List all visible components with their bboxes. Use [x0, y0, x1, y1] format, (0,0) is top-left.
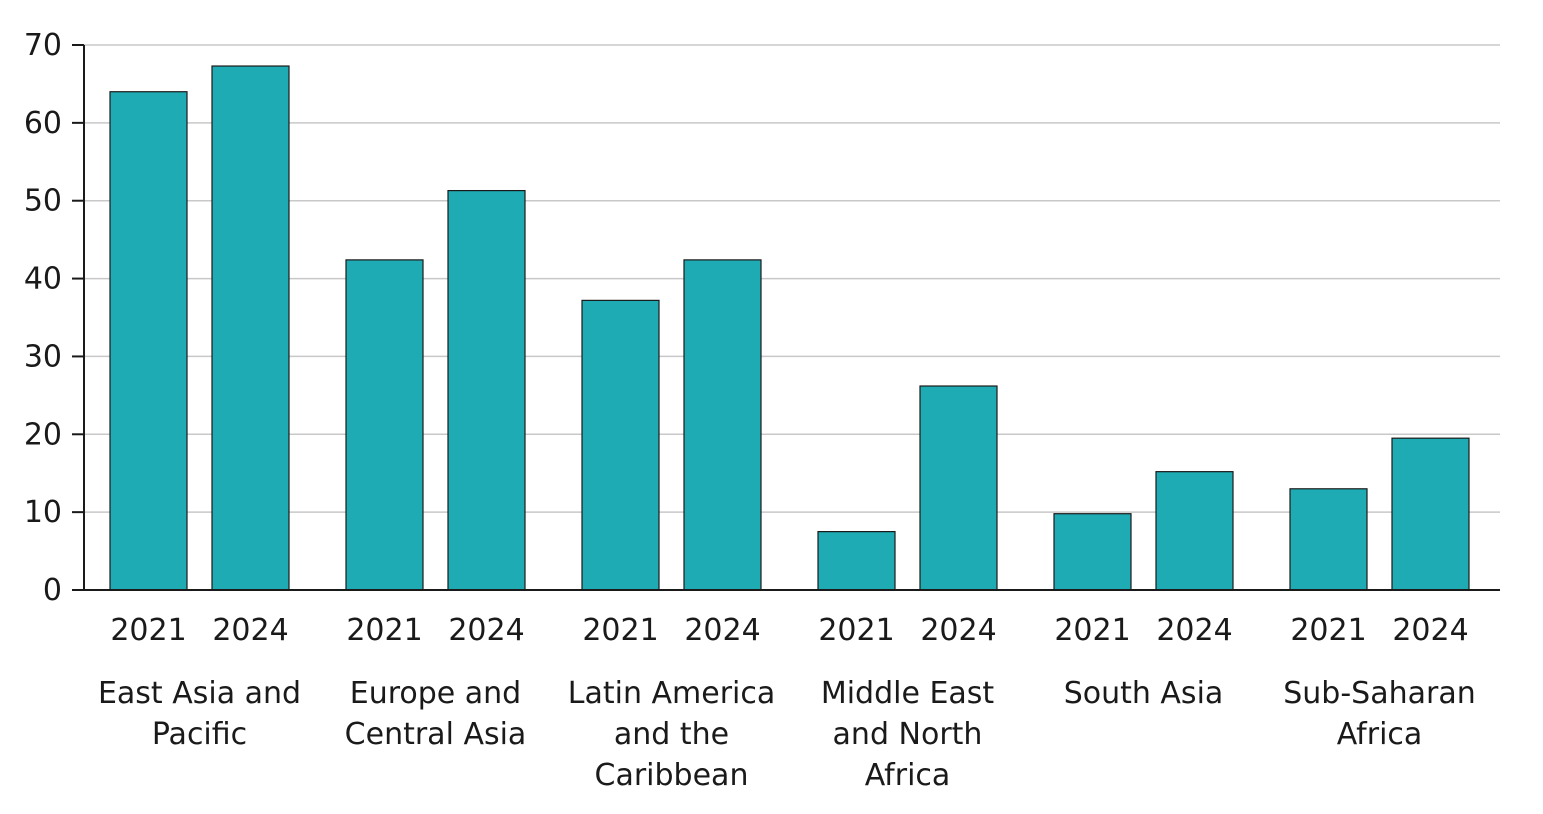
- group-label: Central Asia: [345, 717, 527, 752]
- group-label: and the: [614, 717, 729, 752]
- bar-2021: [345, 259, 424, 591]
- bars: [109, 65, 1470, 591]
- y-tick-label: 70: [24, 28, 62, 63]
- group-label: Africa: [1337, 717, 1423, 752]
- bar-2024: [1155, 471, 1234, 591]
- group-label: East Asia and: [98, 676, 301, 711]
- axes: [72, 44, 1500, 591]
- gridlines: [84, 44, 1500, 513]
- group-label: Europe and: [350, 676, 521, 711]
- x-tick-label-year: 2021: [818, 613, 894, 648]
- group-label: Pacific: [152, 717, 247, 752]
- group-label: Middle East: [821, 676, 995, 711]
- y-tick-label: 40: [24, 262, 62, 297]
- x-tick-label-year: 2024: [1392, 613, 1468, 648]
- group-label: South Asia: [1064, 676, 1224, 711]
- bar-2024: [683, 259, 762, 591]
- group-label: and North: [833, 717, 983, 752]
- y-tick-label: 30: [24, 339, 62, 374]
- y-tick-label: 60: [24, 106, 62, 141]
- y-tick-label: 0: [43, 573, 62, 608]
- x-tick-label-year: 2021: [582, 613, 658, 648]
- y-tick-label: 20: [24, 417, 62, 452]
- y-tick-label: 10: [24, 495, 62, 530]
- bar-2021: [817, 531, 896, 591]
- group-label: Latin America: [568, 676, 776, 711]
- x-tick-label-year: 2024: [1156, 613, 1232, 648]
- labels: 0 10 20 30 40 50 60 70 2021 2024 East Asia and Paci…: [24, 28, 1476, 793]
- x-tick-label-year: 2024: [212, 613, 288, 648]
- x-tick-label-year: 2024: [448, 613, 524, 648]
- bar-2024: [447, 189, 526, 591]
- group-label: Caribbean: [595, 758, 749, 793]
- bar-2024: [1391, 437, 1470, 591]
- bar-2021: [581, 299, 660, 591]
- bar-2021: [109, 91, 188, 591]
- group-label: Africa: [865, 758, 951, 793]
- x-tick-label-year: 2021: [1054, 613, 1130, 648]
- x-tick-label-year: 2021: [1290, 613, 1366, 648]
- y-tick-label: 50: [24, 184, 62, 219]
- x-tick-label-year: 2021: [110, 613, 186, 648]
- bar-2021: [1289, 488, 1368, 591]
- x-tick-label-year: 2024: [684, 613, 760, 648]
- x-tick-label-year: 2024: [920, 613, 996, 648]
- bar-2024: [919, 385, 998, 591]
- bar-2024: [211, 65, 290, 591]
- bar-2021: [1053, 513, 1132, 591]
- group-label: Sub-Saharan: [1283, 676, 1475, 711]
- x-tick-label-year: 2021: [346, 613, 422, 648]
